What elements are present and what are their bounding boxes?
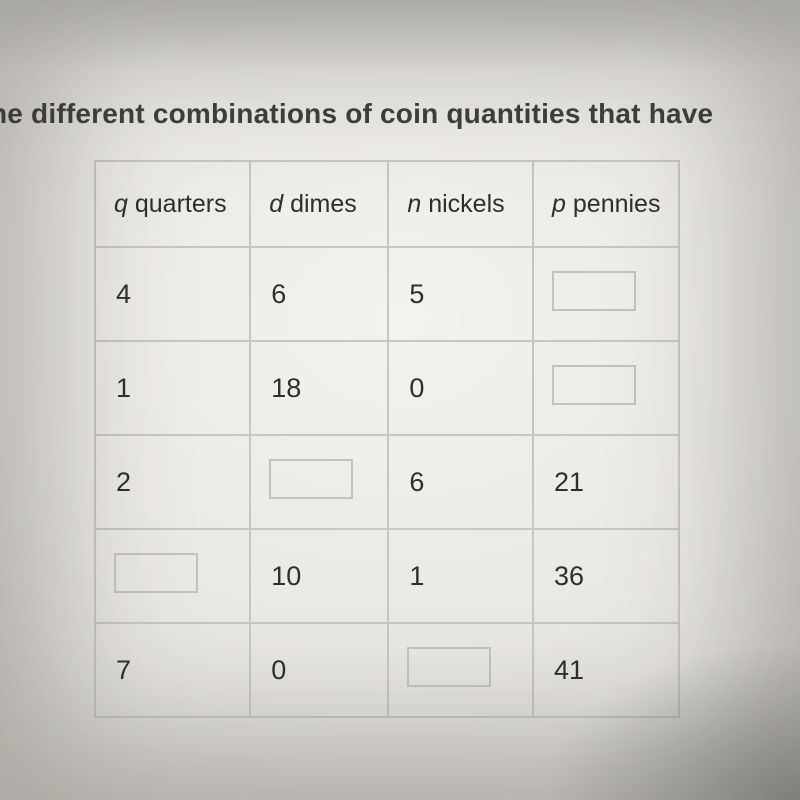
- col-header-pennies: p pennies: [533, 161, 679, 247]
- cell-value: 18: [271, 373, 301, 403]
- table-header-row: q quarters d dimes n nickels p pennies: [95, 161, 679, 247]
- heading-text: he different combinations of coin quanti…: [0, 98, 800, 130]
- cell-value: 2: [116, 467, 131, 497]
- cell-p: 36: [533, 529, 679, 623]
- blank-input-box[interactable]: [407, 647, 491, 687]
- page-background: he different combinations of coin quanti…: [0, 0, 800, 800]
- cell-q: 2: [95, 435, 250, 529]
- cell-n: 6: [388, 435, 533, 529]
- cell-value: 10: [271, 561, 301, 591]
- table-row: 2 6 21: [95, 435, 679, 529]
- cell-value: 1: [409, 561, 424, 591]
- cell-value: 41: [554, 655, 584, 685]
- cell-n: 5: [388, 247, 533, 341]
- col-label-pennies: pennies: [573, 190, 661, 218]
- cell-p: 41: [533, 623, 679, 717]
- col-header-dimes: d dimes: [250, 161, 388, 247]
- cell-value: 5: [409, 279, 424, 309]
- table-row: 1 18 0: [95, 341, 679, 435]
- cell-value: 6: [409, 467, 424, 497]
- cell-d: 0: [250, 623, 388, 717]
- cell-value: 0: [409, 373, 424, 403]
- blank-input-box[interactable]: [552, 365, 636, 405]
- top-shadow: [0, 0, 800, 70]
- col-label-quarters: quarters: [135, 190, 227, 218]
- cell-d: 6: [250, 247, 388, 341]
- col-label-dimes: dimes: [290, 190, 357, 218]
- col-var-p: p: [552, 190, 566, 218]
- cell-p: [533, 341, 679, 435]
- cell-n: 0: [388, 341, 533, 435]
- table-row: 4 6 5: [95, 247, 679, 341]
- col-var-d: d: [269, 190, 283, 218]
- col-header-quarters: q quarters: [95, 161, 250, 247]
- blank-input-box[interactable]: [114, 553, 198, 593]
- cell-d: 18: [250, 341, 388, 435]
- col-label-nickels: nickels: [428, 190, 504, 218]
- blank-input-box[interactable]: [269, 459, 353, 499]
- cell-value: 6: [271, 279, 286, 309]
- cell-q: [95, 529, 250, 623]
- blank-input-box[interactable]: [552, 271, 636, 311]
- cell-value: 4: [116, 279, 131, 309]
- cell-n: [388, 623, 533, 717]
- cell-q: 1: [95, 341, 250, 435]
- table-row: 7 0 41: [95, 623, 679, 717]
- cell-q: 7: [95, 623, 250, 717]
- cell-d: [250, 435, 388, 529]
- cell-value: 36: [554, 561, 584, 591]
- col-header-nickels: n nickels: [388, 161, 533, 247]
- cell-value: 0: [271, 655, 286, 685]
- cell-value: 1: [116, 373, 131, 403]
- table-body: 4 6 5 1 18 0 2 6 21 10 1 36 7 0 41: [95, 247, 679, 717]
- coin-table: q quarters d dimes n nickels p pennies: [94, 160, 680, 718]
- cell-n: 1: [388, 529, 533, 623]
- cell-p: 21: [533, 435, 679, 529]
- col-var-q: q: [114, 190, 128, 218]
- cell-q: 4: [95, 247, 250, 341]
- coin-table-wrap: q quarters d dimes n nickels p pennies: [94, 160, 680, 718]
- cell-p: [533, 247, 679, 341]
- cell-value: 21: [554, 467, 584, 497]
- cell-value: 7: [116, 655, 131, 685]
- table-row: 10 1 36: [95, 529, 679, 623]
- col-var-n: n: [407, 190, 421, 218]
- cell-d: 10: [250, 529, 388, 623]
